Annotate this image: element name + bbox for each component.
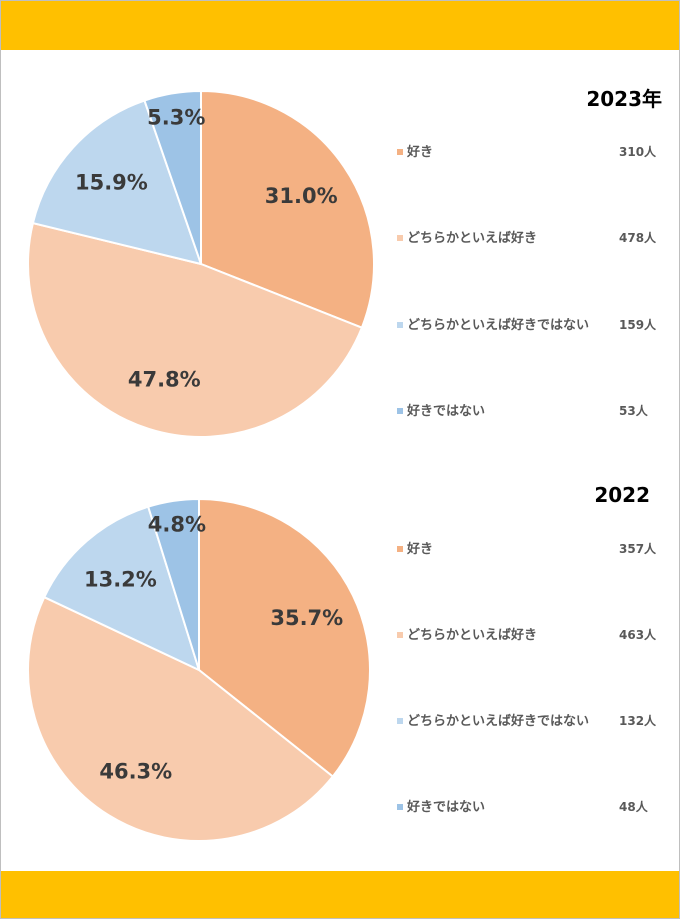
chart-title: 2023年 [586,87,662,111]
legend-count-not-like: 48人 [619,799,649,814]
slice-percent-label: 47.8% [128,367,201,391]
slice-percent-label: 5.3% [147,105,205,129]
slice-percent-label: 35.7% [270,606,343,630]
bottom-banner [0,871,680,919]
legend-count-like: 357人 [619,541,657,556]
pie-slice-somewhat-like [27,221,364,438]
legend-marker-somewhat-like [397,235,403,241]
legend-label-like: 好き [406,144,433,160]
legend-label-like: 好き [406,541,433,557]
legend-count-somewhat-like: 463人 [619,627,657,642]
pie-slice-like [198,497,371,778]
legend-label-not-like: 好きではない [406,403,485,419]
legend-label-somewhat-like: どちらかといえば好き [407,230,537,246]
legend-label-somewhat-like: どちらかといえば好き [407,627,537,643]
legend-marker-somewhat-like [397,632,403,638]
pie-slice-not-like [143,89,202,265]
legend-label-somewhat-not-like: どちらかといえば好きではない [407,713,589,729]
slice-percent-label: 4.8% [148,513,206,537]
slice-percent-label: 15.9% [75,171,148,195]
chart-title: 2022 [594,483,650,507]
legend-marker-not-like [397,408,403,414]
slice-percent-label: 13.2% [84,568,157,592]
pie-slice-not-like [146,497,200,671]
legend-marker-like [397,546,403,552]
legend-count-not-like: 53人 [619,403,649,418]
legend-count-somewhat-not-like: 132人 [619,713,657,728]
slice-percent-label: 46.3% [99,760,172,784]
legend-marker-somewhat-not-like [397,322,403,328]
pie-slice-somewhat-like [26,595,335,843]
legend-count-somewhat-not-like: 159人 [619,317,657,332]
legend-marker-somewhat-not-like [397,718,403,724]
legend-label-somewhat-not-like: どちらかといえば好きではない [407,317,589,333]
legend-marker-like [397,149,403,155]
slice-percent-label: 31.0% [265,184,338,208]
legend-count-like: 310人 [619,144,657,159]
legend-marker-not-like [397,804,403,810]
pie-slice-somewhat-not-like [31,99,203,266]
top-banner [0,0,680,50]
legend-count-somewhat-like: 478人 [619,230,657,245]
pie-slice-like [200,89,375,329]
legend-label-not-like: 好きではない [406,799,485,815]
